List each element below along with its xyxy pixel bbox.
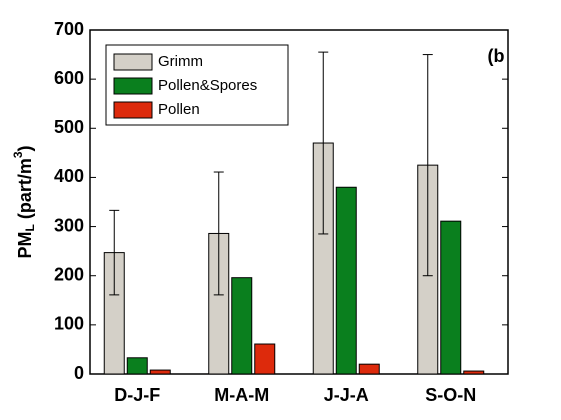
x-tick-label: M-A-M [214, 385, 269, 405]
legend-swatch [113, 101, 153, 119]
y-axis-label-part: PM [15, 232, 35, 259]
y-tick-label: 400 [54, 166, 84, 186]
legend-swatch [113, 53, 153, 71]
error-bar [109, 209, 120, 296]
bar [463, 370, 485, 375]
plot-frame [89, 29, 509, 375]
annotation: (b [488, 46, 505, 66]
legend-label: Pollen&Spores [158, 77, 257, 94]
bar [254, 343, 276, 375]
x-tick-label: J-J-A [324, 385, 369, 405]
y-axis-label-part: (part/m [15, 158, 35, 224]
bar [335, 186, 357, 375]
y-tick-label: 300 [54, 215, 84, 235]
bar [358, 363, 380, 375]
error-bar [318, 51, 329, 235]
bar [126, 357, 148, 375]
x-tick-label: D-J-F [114, 385, 160, 405]
y-axis-label-part: ) [15, 145, 35, 151]
y-axis-label-part: L [23, 224, 37, 231]
y-axis-label: PML (part/m3) [11, 145, 37, 258]
bar [231, 277, 253, 375]
legend-label: Grimm [158, 53, 203, 70]
y-tick-label: 500 [54, 117, 84, 137]
error-bar [213, 171, 224, 296]
x-tick-label: S-O-N [425, 385, 476, 405]
y-tick-label: 200 [54, 264, 84, 284]
error-bar [422, 54, 433, 277]
y-axis-label-part: 3 [11, 151, 25, 158]
bar [149, 369, 171, 375]
y-tick-label: 600 [54, 68, 84, 88]
legend-swatch [113, 77, 153, 95]
legend-label: Pollen [158, 101, 200, 118]
y-tick-label: 700 [54, 19, 84, 39]
y-tick-label: 100 [54, 314, 84, 334]
y-tick-label: 0 [74, 363, 84, 383]
bar [440, 220, 462, 375]
